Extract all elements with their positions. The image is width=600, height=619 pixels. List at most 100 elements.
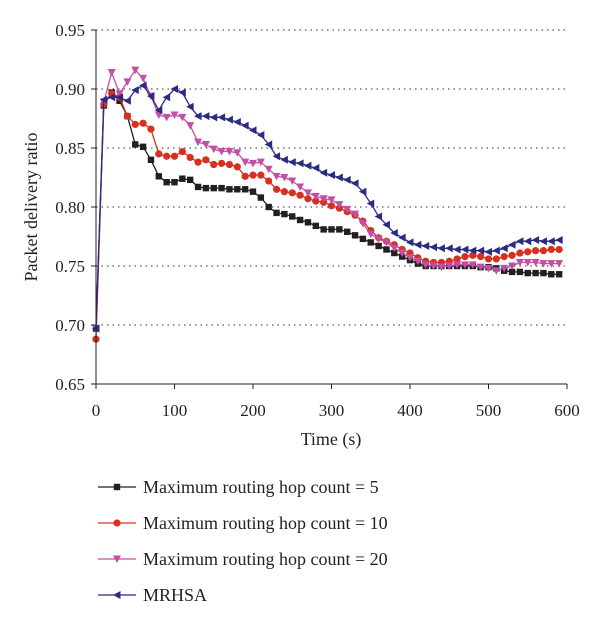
data-point	[468, 261, 477, 269]
data-point	[540, 269, 547, 277]
data-point	[131, 66, 140, 75]
y-axis-title: Packet delivery ratio	[21, 133, 41, 282]
data-point	[107, 93, 116, 102]
data-point	[264, 165, 273, 174]
data-point	[508, 262, 517, 270]
x-tick-label: 600	[554, 401, 580, 420]
data-point	[406, 254, 414, 262]
data-point	[555, 260, 564, 268]
data-point	[335, 201, 344, 209]
data-point	[257, 171, 265, 179]
data-point	[218, 159, 226, 167]
data-point	[531, 236, 540, 245]
data-point	[382, 220, 390, 229]
data-point	[265, 203, 272, 211]
gridlines	[96, 29, 567, 326]
data-point	[327, 171, 335, 180]
x-axis-title: Time (s)	[301, 429, 362, 450]
data-point	[460, 261, 469, 269]
data-point	[524, 248, 532, 256]
data-point	[115, 93, 124, 102]
data-point	[398, 249, 407, 258]
data-point	[429, 243, 438, 252]
data-point	[500, 244, 508, 253]
data-point	[413, 257, 422, 266]
data-point	[147, 125, 155, 133]
legend-marker	[113, 483, 121, 491]
series-line	[95, 91, 560, 329]
x-tick-label: 500	[476, 401, 502, 420]
data-point	[351, 232, 359, 239]
data-point	[547, 260, 556, 268]
legend-label: Maximum routing hop count = 10	[143, 513, 388, 533]
x-tick-label: 100	[162, 401, 188, 420]
data-point	[374, 235, 383, 243]
data-point	[539, 260, 548, 268]
series-3	[92, 66, 564, 333]
data-point	[366, 199, 375, 208]
data-point	[532, 247, 540, 255]
legend-marker	[113, 591, 121, 599]
data-point	[264, 140, 273, 149]
data-point	[516, 268, 524, 276]
data-point	[374, 212, 383, 221]
data-point	[257, 194, 265, 201]
data-point	[241, 158, 250, 167]
data-point	[539, 247, 548, 255]
data-point	[296, 183, 305, 191]
data-point	[233, 118, 241, 127]
data-point	[429, 262, 438, 270]
data-point	[406, 238, 414, 247]
data-point	[484, 247, 492, 256]
data-point	[524, 269, 531, 277]
data-point	[201, 140, 210, 149]
data-point	[123, 96, 131, 105]
data-point	[139, 119, 147, 127]
data-point	[492, 267, 501, 275]
data-point	[256, 158, 265, 167]
data-point	[241, 121, 249, 130]
data-point	[139, 81, 147, 90]
data-point	[358, 220, 367, 228]
data-point	[343, 175, 351, 184]
data-point	[249, 171, 257, 179]
data-point	[351, 210, 360, 219]
data-point	[328, 226, 335, 233]
data-point	[171, 179, 178, 186]
data-point	[445, 244, 453, 253]
data-point	[532, 269, 539, 277]
data-point	[233, 163, 241, 171]
data-point	[194, 158, 202, 166]
series-1	[92, 89, 563, 332]
data-point	[209, 113, 218, 122]
data-point	[163, 152, 171, 160]
data-point	[296, 159, 304, 168]
data-point	[547, 245, 555, 254]
data-point	[460, 245, 469, 254]
data-point	[249, 126, 257, 135]
data-point	[163, 179, 170, 186]
data-point	[484, 264, 493, 273]
data-point	[234, 186, 241, 193]
data-point	[265, 177, 273, 185]
data-point	[319, 195, 328, 203]
data-point	[311, 164, 320, 173]
data-point	[319, 168, 328, 177]
series-line	[95, 93, 560, 340]
data-point	[547, 237, 555, 246]
data-point	[115, 90, 124, 98]
data-point	[296, 216, 304, 224]
legend-label: MRHSA	[143, 585, 207, 605]
legend-label: Maximum routing hop count = 5	[143, 477, 379, 497]
data-point	[146, 92, 155, 101]
data-point	[217, 113, 226, 122]
data-point	[155, 150, 163, 158]
data-point	[421, 241, 430, 250]
data-point	[202, 184, 210, 192]
data-point	[194, 112, 202, 121]
data-point	[147, 156, 155, 163]
data-point	[508, 240, 516, 249]
legend-marker	[113, 555, 121, 563]
data-point	[272, 172, 281, 181]
data-point	[194, 138, 203, 147]
